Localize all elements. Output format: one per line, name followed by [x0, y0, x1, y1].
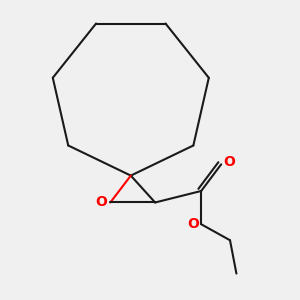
- Text: O: O: [188, 217, 200, 231]
- Text: O: O: [224, 155, 236, 170]
- Text: O: O: [95, 196, 107, 209]
